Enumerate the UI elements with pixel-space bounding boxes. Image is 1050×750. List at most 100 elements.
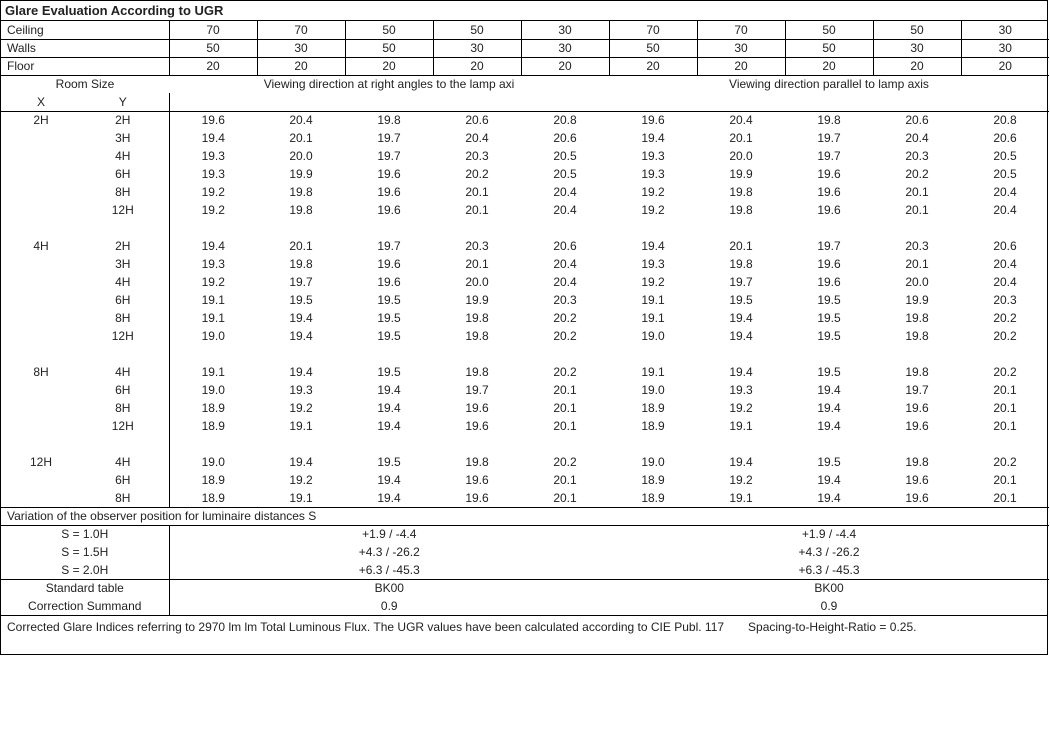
walls-value: 50: [169, 39, 257, 57]
standard-table-left: BK00: [169, 579, 609, 597]
correction-right: 0.9: [609, 597, 1049, 615]
ugr-value: 19.6: [433, 417, 521, 435]
ugr-value: 19.2: [697, 399, 785, 417]
ugr-value: 19.4: [257, 309, 345, 327]
ugr-value: 20.0: [433, 273, 521, 291]
ceiling-value: 70: [169, 21, 257, 39]
ugr-value: 20.5: [961, 147, 1049, 165]
x-value: [1, 471, 81, 489]
x-value: 2H: [1, 111, 81, 129]
floor-value: 20: [873, 57, 961, 75]
ugr-value: 20.3: [521, 291, 609, 309]
ugr-value: 19.6: [873, 417, 961, 435]
ugr-value: 20.1: [961, 417, 1049, 435]
ugr-value: 19.6: [785, 165, 873, 183]
ugr-value: 20.6: [961, 237, 1049, 255]
ugr-value: 19.9: [697, 165, 785, 183]
ugr-value: 19.8: [873, 327, 961, 345]
x-value: [1, 399, 81, 417]
ugr-value: 20.1: [521, 489, 609, 507]
variation-title: Variation of the observer position for l…: [1, 507, 1049, 525]
ugr-value: 19.7: [257, 273, 345, 291]
ugr-table: Ceiling70705050307070505030Walls50305030…: [1, 21, 1049, 615]
ugr-value: 19.4: [169, 129, 257, 147]
walls-value: 50: [609, 39, 697, 57]
ugr-value: 19.9: [257, 165, 345, 183]
y-value: 4H: [81, 273, 169, 291]
x-value: [1, 291, 81, 309]
ugr-value: 19.3: [169, 165, 257, 183]
y-value: 3H: [81, 255, 169, 273]
standard-table-label: Standard table: [1, 579, 169, 597]
x-header: X: [1, 93, 81, 111]
ugr-value: 19.5: [785, 453, 873, 471]
ugr-value: 20.2: [521, 309, 609, 327]
ugr-value: 19.2: [609, 183, 697, 201]
ugr-value: 20.1: [433, 183, 521, 201]
ugr-value: 19.5: [257, 291, 345, 309]
ugr-value: 19.1: [257, 417, 345, 435]
walls-value: 30: [697, 39, 785, 57]
ugr-value: 19.6: [609, 111, 697, 129]
ugr-value: 19.8: [697, 183, 785, 201]
ugr-value: 19.1: [169, 291, 257, 309]
ugr-value: 19.6: [873, 489, 961, 507]
floor-value: 20: [257, 57, 345, 75]
ugr-value: 18.9: [169, 417, 257, 435]
ugr-value: 19.6: [873, 399, 961, 417]
ugr-value: 19.0: [169, 327, 257, 345]
ugr-value: 18.9: [609, 471, 697, 489]
ugr-value: 19.8: [697, 201, 785, 219]
ugr-value: 19.4: [169, 237, 257, 255]
footer-note: Corrected Glare Indices referring to 297…: [1, 615, 1047, 654]
ugr-value: 20.1: [961, 489, 1049, 507]
ugr-value: 19.7: [785, 147, 873, 165]
ugr-value: 19.6: [785, 183, 873, 201]
y-value: 4H: [81, 147, 169, 165]
direction-parallel: Viewing direction parallel to lamp axis: [609, 75, 1049, 93]
walls-value: 30: [873, 39, 961, 57]
ugr-value: 19.0: [609, 381, 697, 399]
ceiling-label: Ceiling: [1, 21, 169, 39]
ugr-value: 19.6: [345, 183, 433, 201]
floor-value: 20: [433, 57, 521, 75]
ugr-value: 19.5: [345, 363, 433, 381]
ugr-value: 19.6: [345, 273, 433, 291]
ugr-value: 19.9: [433, 291, 521, 309]
ugr-value: 19.1: [257, 489, 345, 507]
walls-value: 30: [521, 39, 609, 57]
ugr-value: 19.2: [609, 273, 697, 291]
x-value: 4H: [1, 237, 81, 255]
ugr-value: 18.9: [169, 489, 257, 507]
ugr-value: 18.9: [609, 489, 697, 507]
ugr-value: 19.8: [433, 453, 521, 471]
x-value: [1, 309, 81, 327]
ugr-value: 20.2: [521, 363, 609, 381]
ugr-value: 19.1: [609, 363, 697, 381]
ugr-value: 19.4: [345, 489, 433, 507]
ugr-value: 19.4: [785, 399, 873, 417]
table-title: Glare Evaluation According to UGR: [1, 1, 1047, 21]
variation-left: +4.3 / -26.2: [169, 543, 609, 561]
ugr-value: 20.0: [697, 147, 785, 165]
ugr-value: 19.5: [345, 453, 433, 471]
ugr-value: 20.3: [873, 147, 961, 165]
ugr-value: 19.5: [345, 327, 433, 345]
ugr-value: 19.3: [609, 255, 697, 273]
floor-value: 20: [697, 57, 785, 75]
ugr-value: 20.2: [433, 165, 521, 183]
ugr-value: 19.3: [697, 381, 785, 399]
x-value: [1, 201, 81, 219]
ugr-value: 20.4: [873, 129, 961, 147]
ugr-value: 19.8: [873, 309, 961, 327]
ugr-value: 19.0: [169, 381, 257, 399]
floor-label: Floor: [1, 57, 169, 75]
y-value: 12H: [81, 417, 169, 435]
ugr-value: 19.5: [785, 327, 873, 345]
ceiling-value: 70: [257, 21, 345, 39]
x-value: [1, 129, 81, 147]
ugr-value: 19.4: [345, 417, 433, 435]
walls-value: 50: [345, 39, 433, 57]
floor-value: 20: [961, 57, 1049, 75]
ugr-value: 19.5: [785, 363, 873, 381]
